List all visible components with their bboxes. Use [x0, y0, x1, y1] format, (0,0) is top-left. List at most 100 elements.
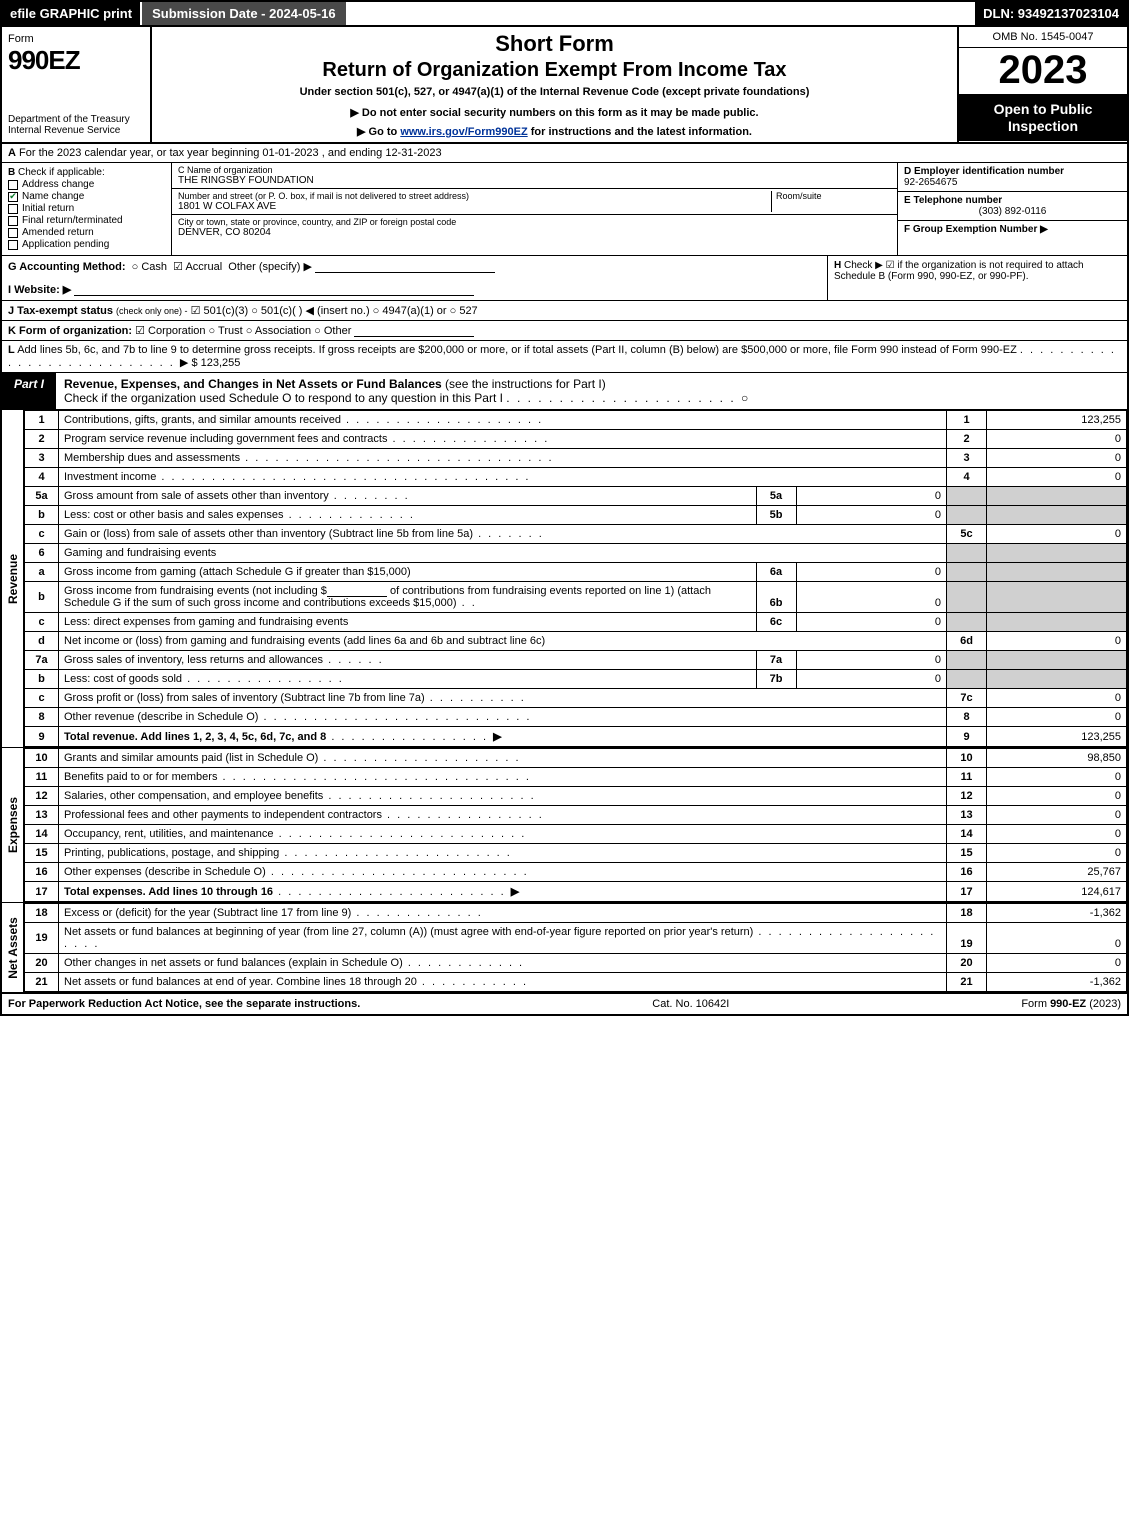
row-6a: aGross income from gaming (attach Schedu…: [25, 563, 1127, 582]
revenue-side-text: Revenue: [6, 553, 20, 603]
ein-cell: D Employer identification number 92-2654…: [898, 163, 1127, 192]
row-num: 4: [25, 468, 59, 487]
amt-col: 123,255: [987, 411, 1127, 430]
ein-value: 92-2654675: [904, 177, 957, 188]
efile-print-label[interactable]: efile GRAPHIC print: [2, 2, 140, 25]
subamt-col: 0: [796, 651, 946, 669]
col-b-heading: Check if applicable:: [18, 167, 105, 178]
amt-col: 124,617: [987, 882, 1127, 902]
chk-initial-return[interactable]: Initial return: [8, 203, 165, 214]
netassets-table: 18Excess or (deficit) for the year (Subt…: [24, 903, 1127, 992]
netassets-section: Net Assets 18Excess or (deficit) for the…: [2, 903, 1127, 994]
street-value: 1801 W COLFAX AVE: [178, 201, 771, 212]
expenses-table: 10Grants and similar amounts paid (list …: [24, 748, 1127, 902]
row-3: 3Membership dues and assessments . . . .…: [25, 449, 1127, 468]
g-accrual: Accrual: [185, 261, 222, 273]
row-num: 15: [25, 844, 59, 863]
part-i-header: Part I Revenue, Expenses, and Changes in…: [2, 373, 1127, 410]
checkbox-icon: [8, 240, 18, 250]
row-num: 7a: [25, 651, 59, 670]
row-10: 10Grants and similar amounts paid (list …: [25, 749, 1127, 768]
form-word: Form: [8, 33, 144, 45]
row-5c: cGain or (loss) from sale of assets othe…: [25, 525, 1127, 544]
line-col: 4: [947, 468, 987, 487]
row-15: 15Printing, publications, postage, and s…: [25, 844, 1127, 863]
line-col: 20: [947, 954, 987, 973]
grp-cell: F Group Exemption Number ▶: [898, 221, 1127, 238]
subline-col: 7a: [756, 651, 796, 669]
row-num: 9: [25, 727, 59, 747]
goto-pre: ▶ Go to: [357, 126, 400, 138]
amt-col: 0: [987, 844, 1127, 863]
row-num: 17: [25, 882, 59, 902]
row-7b: bLess: cost of goods sold . . . . . . . …: [25, 670, 1127, 689]
col-b: B Check if applicable: Address change ✔N…: [2, 163, 172, 255]
amt-col-shade: [987, 563, 1127, 582]
col-d: D Employer identification number 92-2654…: [897, 163, 1127, 255]
amt-col: 0: [987, 689, 1127, 708]
h-schedule-b: H Check ▶ ☑ if the organization is not r…: [827, 256, 1127, 300]
line-col-shade: [947, 651, 987, 670]
header-right: OMB No. 1545-0047 2023 Open to Public In…: [957, 27, 1127, 142]
chk-amended-return[interactable]: Amended return: [8, 227, 165, 238]
form-number: 990EZ: [8, 45, 144, 76]
line-col: 2: [947, 430, 987, 449]
line-col-shade: [947, 613, 987, 632]
amt-col: 123,255: [987, 727, 1127, 747]
row-desc: Gross income from gaming (attach Schedul…: [59, 563, 756, 581]
row-20: 20Other changes in net assets or fund ba…: [25, 954, 1127, 973]
row-17: 17Total expenses. Add lines 10 through 1…: [25, 882, 1127, 902]
line-col: 18: [947, 904, 987, 923]
part-i-note: (see the instructions for Part I): [445, 377, 606, 391]
accounting-method: G Accounting Method: ○ Cash ☑ Accrual Ot…: [2, 256, 827, 300]
chk-address-change[interactable]: Address change: [8, 179, 165, 190]
tel-label: E Telephone number: [904, 195, 1002, 206]
line-col-shade: [947, 582, 987, 613]
line-col: 8: [947, 708, 987, 727]
l-text: Add lines 5b, 6c, and 7b to line 9 to de…: [17, 344, 1017, 356]
row-19: 19Net assets or fund balances at beginni…: [25, 923, 1127, 954]
netassets-side-text: Net Assets: [6, 917, 20, 979]
subamt-col: 0: [796, 563, 946, 581]
tel-cell: E Telephone number (303) 892-0116: [898, 192, 1127, 221]
city-value: DENVER, CO 80204: [178, 227, 891, 238]
amt-col: 25,767: [987, 863, 1127, 882]
amt-col-shade: [987, 670, 1127, 689]
amt-col: 0: [987, 632, 1127, 651]
g-other-blank[interactable]: [315, 261, 495, 273]
submission-date: Submission Date - 2024-05-16: [140, 2, 346, 25]
part-i-checkbox[interactable]: ○: [741, 391, 748, 405]
chk-final-return[interactable]: Final return/terminated: [8, 215, 165, 226]
chk-label: Amended return: [22, 227, 94, 238]
chk-name-change[interactable]: ✔Name change: [8, 191, 165, 202]
org-name-value: THE RINGSBY FOUNDATION: [178, 175, 891, 186]
footer-right-post: (2023): [1086, 998, 1121, 1010]
chk-label: Name change: [22, 191, 84, 202]
revenue-side-label: Revenue: [2, 410, 24, 747]
website-blank[interactable]: [74, 284, 474, 296]
line-col: 1: [947, 411, 987, 430]
dept-label: Department of the Treasury Internal Reve…: [8, 114, 144, 136]
line-col: 6d: [947, 632, 987, 651]
line-col-shade: [947, 506, 987, 525]
amt-col: 0: [987, 430, 1127, 449]
amt-col: 0: [987, 954, 1127, 973]
row-num: b: [25, 670, 59, 689]
amt-col: 0: [987, 787, 1127, 806]
city-label: City or town, state or province, country…: [178, 217, 891, 227]
chk-application-pending[interactable]: Application pending: [8, 239, 165, 250]
row-11: 11Benefits paid to or for members . . . …: [25, 768, 1127, 787]
line-k: K Form of organization: ☑ Corporation ○ …: [2, 321, 1127, 341]
row-desc: Gross sales of inventory, less returns a…: [59, 651, 756, 669]
row-num: 13: [25, 806, 59, 825]
street-row: Number and street (or P. O. box, if mail…: [172, 189, 897, 215]
row-gh: G Accounting Method: ○ Cash ☑ Accrual Ot…: [2, 256, 1127, 301]
k-other-blank[interactable]: [354, 325, 474, 337]
do-not-enter: ▶ Do not enter social security numbers o…: [350, 106, 758, 119]
line-col: 19: [947, 923, 987, 954]
irs-link[interactable]: www.irs.gov/Form990EZ: [400, 126, 527, 138]
row-14: 14Occupancy, rent, utilities, and mainte…: [25, 825, 1127, 844]
expenses-section: Expenses 10Grants and similar amounts pa…: [2, 748, 1127, 903]
footer-right-bold: 990-EZ: [1050, 998, 1086, 1010]
fundraising-blank[interactable]: [327, 585, 387, 597]
